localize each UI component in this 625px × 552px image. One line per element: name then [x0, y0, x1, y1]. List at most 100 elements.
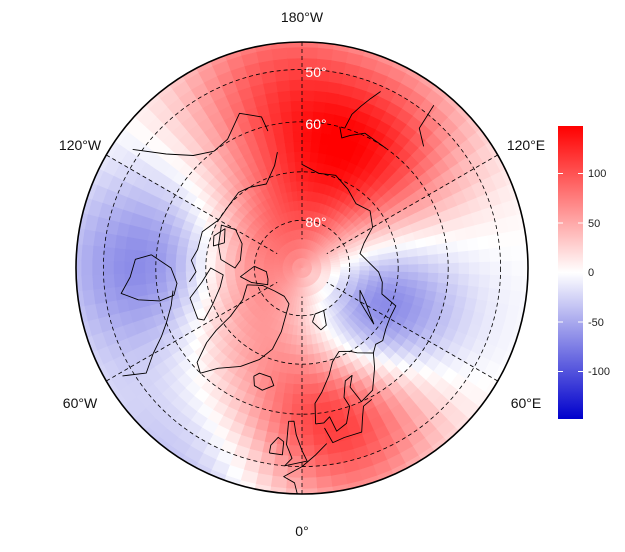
anomaly-cell	[387, 270, 399, 279]
anomaly-cell	[135, 238, 149, 252]
anomaly-cell	[315, 464, 332, 478]
anomaly-cell	[301, 200, 308, 212]
anomaly-cell	[301, 100, 314, 113]
anomaly-cell	[317, 142, 329, 155]
anomaly-cell	[155, 272, 168, 284]
anomaly-cell	[476, 286, 490, 301]
anomaly-cell	[301, 151, 311, 163]
anomaly-cell	[294, 353, 303, 365]
coastline	[284, 420, 308, 467]
anomaly-cell	[284, 382, 295, 395]
latitude-label-80: 80°	[305, 214, 326, 230]
anomaly-cell	[146, 240, 159, 254]
anomaly-cell	[301, 383, 312, 395]
anomaly-cell	[311, 412, 325, 425]
coastline	[301, 164, 397, 354]
anomaly-cell	[465, 285, 479, 300]
anomaly-cell	[272, 58, 289, 72]
anomaly-cell	[288, 79, 303, 92]
anomaly-cell	[455, 238, 469, 252]
anomaly-cell	[388, 264, 399, 272]
label-120w: 120°W	[59, 137, 102, 153]
anomaly-cell	[435, 281, 448, 294]
anomaly-cell	[407, 263, 419, 273]
map-outline	[75, 41, 529, 495]
colorbar-tick-100: 100	[588, 168, 606, 180]
anomaly-cell	[301, 190, 308, 202]
anomaly-cell	[276, 90, 291, 104]
anomaly-cell	[165, 253, 178, 264]
anomaly-cell	[297, 315, 303, 326]
anomaly-cell	[306, 181, 315, 193]
anomaly-cell	[415, 279, 428, 291]
anomaly-cell	[426, 272, 439, 283]
anomaly-cell	[279, 111, 293, 124]
anomaly-cell	[316, 475, 334, 489]
coastline	[189, 267, 224, 321]
anomaly-cell	[295, 181, 303, 192]
anomaly-cell	[166, 244, 179, 256]
anomaly-cell	[301, 393, 312, 405]
anomaly-cell	[292, 131, 303, 143]
anomaly-cell	[488, 274, 501, 290]
label-120e: 120°E	[507, 137, 545, 153]
anomaly-cell	[465, 236, 479, 251]
anomaly-cell	[497, 231, 511, 248]
anomaly-cell	[92, 274, 105, 291]
anomaly-cell	[269, 410, 283, 424]
anomaly-cell	[175, 263, 187, 273]
anomaly-cell	[407, 255, 419, 265]
anomaly-cell	[145, 272, 157, 285]
anomaly-cell	[291, 121, 303, 133]
anomaly-cell	[301, 239, 305, 250]
anomaly-cell	[314, 453, 330, 467]
anomaly-cell	[447, 272, 459, 285]
coastline	[212, 228, 226, 247]
anomaly-cell	[301, 90, 315, 102]
anomaly-cell	[290, 100, 303, 113]
anomaly-cell	[113, 261, 126, 275]
anomaly-cell	[286, 47, 303, 60]
anomaly-cell	[289, 90, 303, 102]
anomaly-cell	[349, 269, 360, 275]
colorbar-tick-50: 50	[588, 218, 600, 230]
anomaly-cell	[113, 248, 127, 263]
anomaly-cell	[275, 381, 287, 394]
anomaly-cell	[295, 344, 303, 355]
anomaly-cell	[309, 151, 319, 164]
anomaly-cell	[312, 101, 326, 114]
anomaly-cell	[349, 265, 360, 271]
anomaly-cell	[301, 47, 318, 60]
anomaly-cell	[294, 161, 303, 173]
anomaly-cell	[277, 371, 288, 384]
coastline	[339, 126, 387, 149]
anomaly-cell	[134, 273, 147, 286]
meridian-line	[326, 154, 498, 255]
anomaly-cell	[244, 261, 255, 267]
anomaly-cell	[301, 229, 306, 240]
anomaly-cell	[288, 353, 297, 365]
colorbar-ticks	[558, 173, 583, 372]
anomaly-cell	[275, 80, 290, 93]
anomaly-cell	[478, 261, 491, 275]
anomaly-cell	[445, 282, 458, 296]
coastline	[324, 398, 373, 444]
coastlines	[120, 91, 435, 494]
coastline	[418, 104, 435, 147]
graticule	[102, 42, 502, 494]
anomaly-cell	[175, 271, 188, 282]
anomaly-cell	[306, 191, 314, 203]
anomaly-cell	[499, 274, 512, 291]
coastline	[218, 224, 243, 269]
meridian-line	[106, 154, 278, 255]
anomaly-cell	[397, 256, 409, 265]
anomaly-cell	[301, 413, 314, 425]
anomaly-cell	[294, 171, 303, 183]
anomaly-cell	[477, 273, 491, 288]
latitude-circle	[102, 68, 502, 468]
anomaly-cell	[289, 343, 298, 355]
anomaly-cell	[301, 171, 310, 183]
anomaly-cell	[425, 280, 438, 292]
anomaly-cell	[292, 393, 303, 405]
